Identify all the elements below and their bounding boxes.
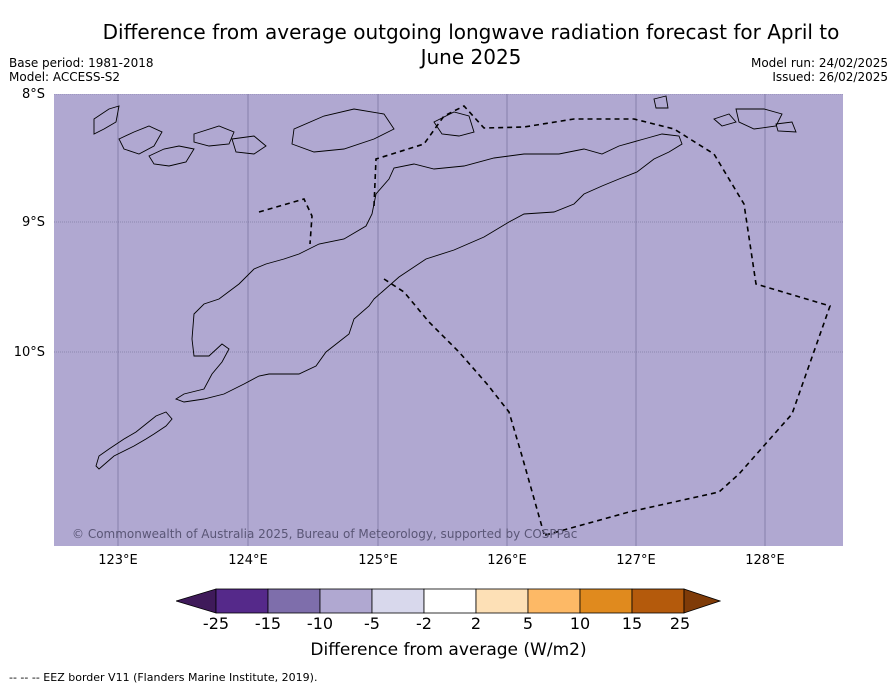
model-info: Base period: 1981-2018 Model: ACCESS-S2 bbox=[9, 56, 154, 84]
colorbar-tick: 10 bbox=[569, 614, 591, 633]
map-title: Difference from average outgoing longwav… bbox=[102, 20, 840, 69]
eez-border bbox=[258, 105, 832, 537]
run-info: Model run: 24/02/2025 Issued: 26/02/2025 bbox=[751, 56, 888, 84]
wetar-island bbox=[433, 111, 475, 137]
lon-label-124e: 124°E bbox=[228, 553, 268, 568]
lon-label-127e: 127°E bbox=[616, 553, 656, 568]
colorbar-min-extension bbox=[176, 588, 217, 614]
colorbar-tick: -25 bbox=[202, 614, 230, 633]
timor-island bbox=[174, 133, 683, 403]
eez-footnote: -- -- -- EEZ border V11 (Flanders Marine… bbox=[9, 671, 318, 684]
island-west-2 bbox=[148, 145, 195, 167]
base-period-text: Base period: 1981-2018 bbox=[9, 56, 154, 70]
colorbar-label: Difference from average (W/m2) bbox=[310, 640, 587, 660]
issued-text: Issued: 26/02/2025 bbox=[772, 70, 888, 84]
model-text: Model: ACCESS-S2 bbox=[9, 70, 121, 84]
colorbar-segment-5 bbox=[423, 588, 477, 614]
island-west-1 bbox=[118, 125, 163, 155]
colorbar-tick: -10 bbox=[306, 614, 334, 633]
colorbar-tick: 25 bbox=[669, 614, 691, 633]
colorbar-tick: 15 bbox=[621, 614, 643, 633]
islet-north bbox=[653, 95, 669, 109]
colorbar-max-extension bbox=[683, 588, 721, 614]
lat-label-9s: 9°S bbox=[21, 215, 45, 230]
copyright-text: © Commonwealth of Australia 2025, Bureau… bbox=[72, 527, 577, 541]
colorbar-segment-6 bbox=[475, 588, 529, 614]
lat-label-10s: 10°S bbox=[13, 345, 45, 360]
lon-label-123e: 123°E bbox=[98, 553, 138, 568]
model-run-text: Model run: 24/02/2025 bbox=[750, 56, 888, 70]
anomaly-fill bbox=[54, 94, 843, 546]
islet-east-1 bbox=[713, 113, 737, 127]
colorbar bbox=[176, 588, 721, 614]
flores-coast bbox=[93, 105, 120, 135]
map-panel: © Commonwealth of Australia 2025, Bureau… bbox=[54, 94, 843, 546]
lon-label-125e: 125°E bbox=[358, 553, 398, 568]
colorbar-segment-4 bbox=[371, 588, 425, 614]
lon-label-128e: 128°E bbox=[745, 553, 785, 568]
colorbar-segment-8 bbox=[579, 588, 633, 614]
sumba-coast bbox=[95, 411, 173, 470]
colorbar-tick: -5 bbox=[364, 614, 380, 633]
islet-east-3 bbox=[775, 121, 797, 133]
graticule bbox=[54, 94, 843, 546]
colorbar-tick: 5 bbox=[522, 614, 534, 633]
island-west-3 bbox=[193, 125, 235, 147]
lon-label-126e: 126°E bbox=[487, 553, 527, 568]
colorbar-segment-9 bbox=[631, 588, 685, 614]
lat-label-8s: 8°S bbox=[21, 87, 45, 102]
islet-east-2 bbox=[735, 108, 783, 130]
eez-border-south bbox=[383, 278, 545, 535]
colorbar-segment-7 bbox=[527, 588, 581, 614]
alor-island bbox=[291, 108, 395, 153]
colorbar-tick: -2 bbox=[416, 614, 432, 633]
colorbar-tick: -15 bbox=[254, 614, 282, 633]
island-west-4 bbox=[231, 135, 267, 155]
colorbar-tick: 2 bbox=[470, 614, 482, 633]
colorbar-segment-3 bbox=[319, 588, 373, 614]
coastlines bbox=[93, 95, 797, 470]
colorbar-segment-2 bbox=[267, 588, 321, 614]
eez-border-west bbox=[258, 198, 313, 245]
colorbar-segment-1 bbox=[215, 588, 269, 614]
